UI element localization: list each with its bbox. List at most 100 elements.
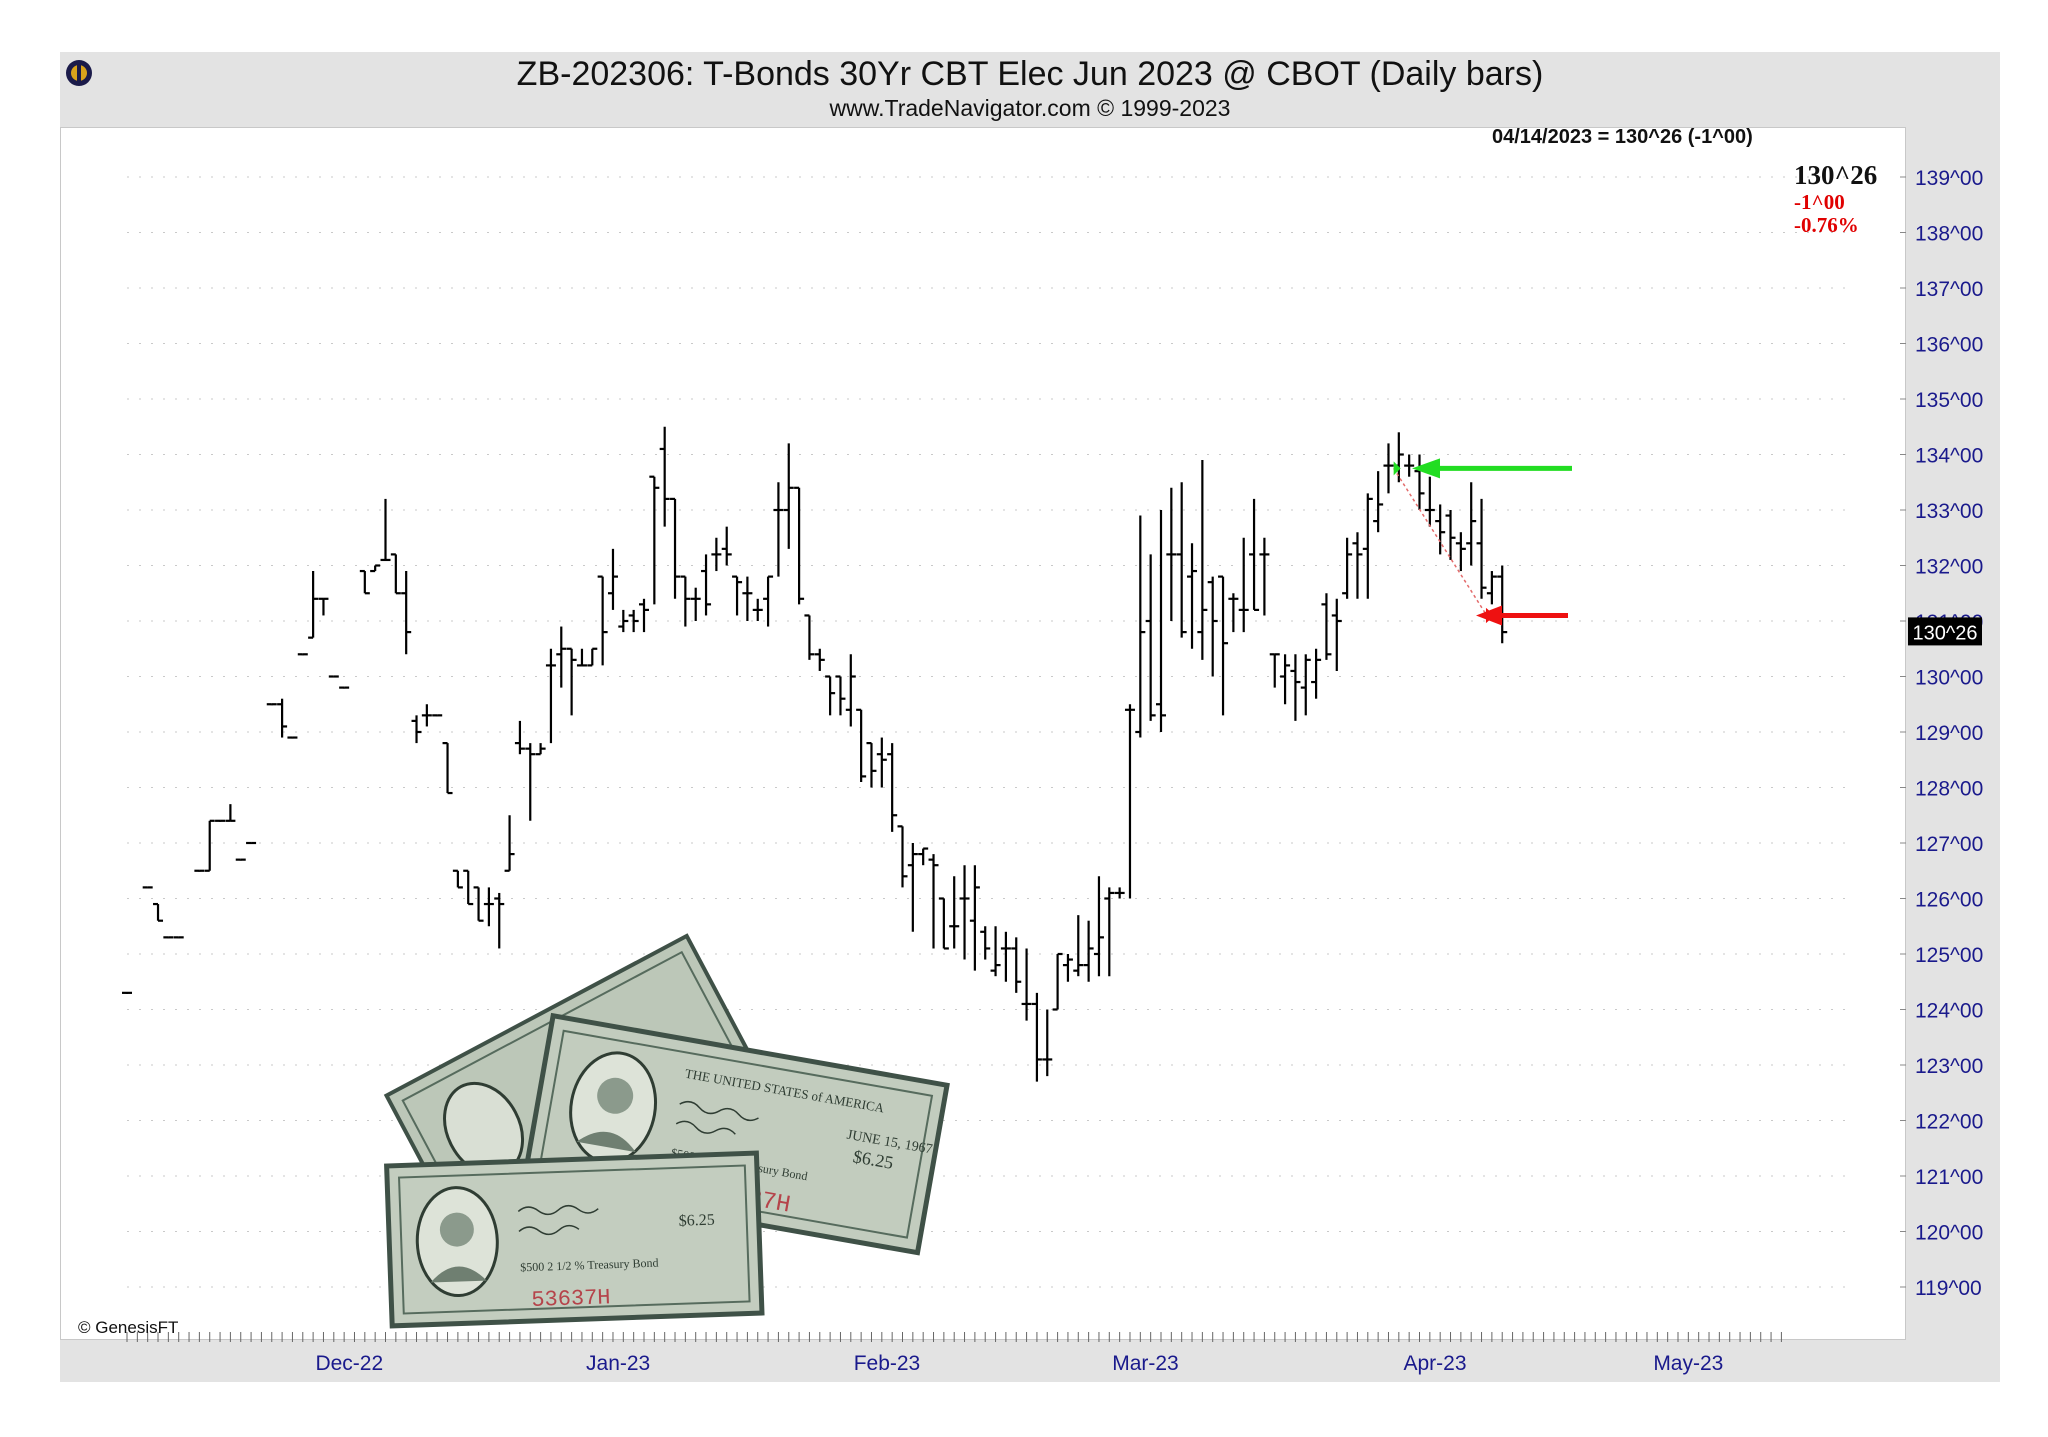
ohlc-bar [308, 571, 319, 639]
ohlc-bar [153, 902, 164, 922]
x-month-label: Jan-23 [586, 1352, 650, 1375]
ohlc-bar [690, 587, 701, 621]
ohlc-bar [1311, 648, 1322, 699]
x-month-label: Dec-22 [315, 1352, 383, 1375]
ohlc-bar [1362, 493, 1373, 599]
price-change-percent: -0.76% [1794, 213, 1859, 237]
ohlc-bar [1404, 454, 1415, 477]
ohlc-bar [1352, 532, 1363, 599]
ohlc-bar [1238, 537, 1249, 633]
date-price-readout: 04/14/2023 = 130^26 (-1^00) [1492, 126, 1753, 148]
ohlc-bar [804, 614, 815, 660]
ohlc-bar [918, 847, 929, 866]
ohlc-bar [411, 715, 422, 744]
chart-title: ZB-202306: T-Bonds 30Yr CBT Elec Jun 202… [516, 55, 1544, 93]
price-bars [122, 426, 1508, 1082]
green-arrow-icon [1412, 458, 1440, 479]
ohlc-bar [876, 737, 887, 788]
y-tick-label: 130^00 [1915, 667, 1983, 690]
ohlc-bar [297, 653, 308, 656]
ohlc-bar [1124, 704, 1135, 899]
ohlc-bar [215, 819, 226, 822]
y-tick-label: 123^00 [1915, 1055, 1983, 1078]
ohlc-bar [659, 426, 670, 527]
ohlc-bar [1497, 565, 1508, 644]
ohlc-bar [1052, 952, 1063, 1011]
ohlc-bar [783, 443, 794, 549]
ohlc-bar [122, 991, 132, 994]
y-tick-label: 128^00 [1915, 778, 1983, 801]
ohlc-bar [887, 743, 898, 832]
ohlc-bar [1424, 476, 1435, 527]
ohlc-bar [856, 708, 867, 782]
ohlc-bar [1031, 992, 1042, 1082]
plot-area [60, 127, 1906, 1340]
ohlc-bar [421, 704, 432, 727]
y-tick-label: 135^00 [1915, 389, 1983, 412]
ohlc-bar [752, 598, 763, 621]
ohlc-bar [370, 564, 381, 573]
ohlc-bar [235, 858, 246, 861]
ohlc-bar [1414, 454, 1425, 510]
ohlc-bar [1176, 482, 1187, 638]
ohlc-bar [432, 714, 443, 717]
green-marker-icon [1393, 461, 1401, 476]
ohlc-bar [452, 869, 463, 889]
ohlc-bar [1466, 482, 1477, 566]
y-tick-label: 138^00 [1915, 223, 1983, 246]
ohlc-bar [732, 575, 743, 616]
ohlc-bar [463, 869, 474, 906]
ohlc-bar [835, 675, 846, 716]
ohlc-bar [597, 575, 608, 666]
ohlc-bar [825, 675, 836, 716]
ohlc-bar [380, 498, 391, 562]
ohlc-bar [401, 571, 412, 655]
y-tick-label: 122^00 [1915, 1111, 1983, 1134]
ohlc-bar [204, 819, 215, 872]
ohlc-bar [1486, 571, 1497, 605]
price-change-value: -1^00 [1794, 190, 1845, 214]
ohlc-bar [1300, 654, 1311, 716]
copyright-label: © GenesisFT [78, 1318, 179, 1337]
ohlc-bar [545, 648, 556, 744]
ohlc-bar [1145, 554, 1156, 721]
y-tick-label: 125^00 [1915, 944, 1983, 967]
ohlc-bar [1000, 931, 1011, 982]
x-month-label: May-23 [1653, 1352, 1723, 1375]
ohlc-bar [794, 486, 805, 605]
ohlc-bar [173, 936, 184, 939]
x-month-label: Apr-23 [1403, 1352, 1466, 1375]
ohlc-bar [328, 675, 339, 678]
y-tick-label: 127^00 [1915, 833, 1983, 856]
ohlc-bar [639, 598, 649, 633]
last-price-box [1908, 617, 1982, 646]
ohlc-bar [494, 892, 505, 949]
ohlc-bar [266, 703, 277, 706]
ohlc-bar [1280, 654, 1291, 705]
ohlc-bar [1135, 515, 1146, 738]
ohlc-bar [1342, 537, 1353, 599]
ohlc-bar [163, 936, 174, 939]
ohlc-bar [1042, 1009, 1053, 1077]
ohlc-bar [949, 876, 960, 949]
ohlc-bar [287, 736, 298, 739]
ohlc-bar [504, 815, 515, 872]
ohlc-bar [1321, 593, 1332, 660]
ohlc-bar [1073, 915, 1084, 977]
ohlc-bar [1156, 510, 1166, 732]
y-tick-label: 129^00 [1915, 722, 1983, 745]
ohlc-bar [525, 743, 536, 821]
ohlc-bar [1062, 954, 1073, 982]
ohlc-bar [897, 825, 908, 888]
svg-text:53637H: 53637H [531, 1285, 611, 1313]
ohlc-bar [1104, 887, 1115, 977]
last-price-value: 130^26 [1794, 160, 1878, 190]
ohlc-bar [670, 497, 681, 599]
ohlc-bar [1476, 498, 1487, 599]
ohlc-bar [938, 897, 949, 950]
ohlc-bar [969, 865, 980, 971]
ohlc-bar [928, 854, 939, 949]
ohlc-bar [1373, 471, 1384, 533]
ohlc-bar [701, 554, 712, 616]
